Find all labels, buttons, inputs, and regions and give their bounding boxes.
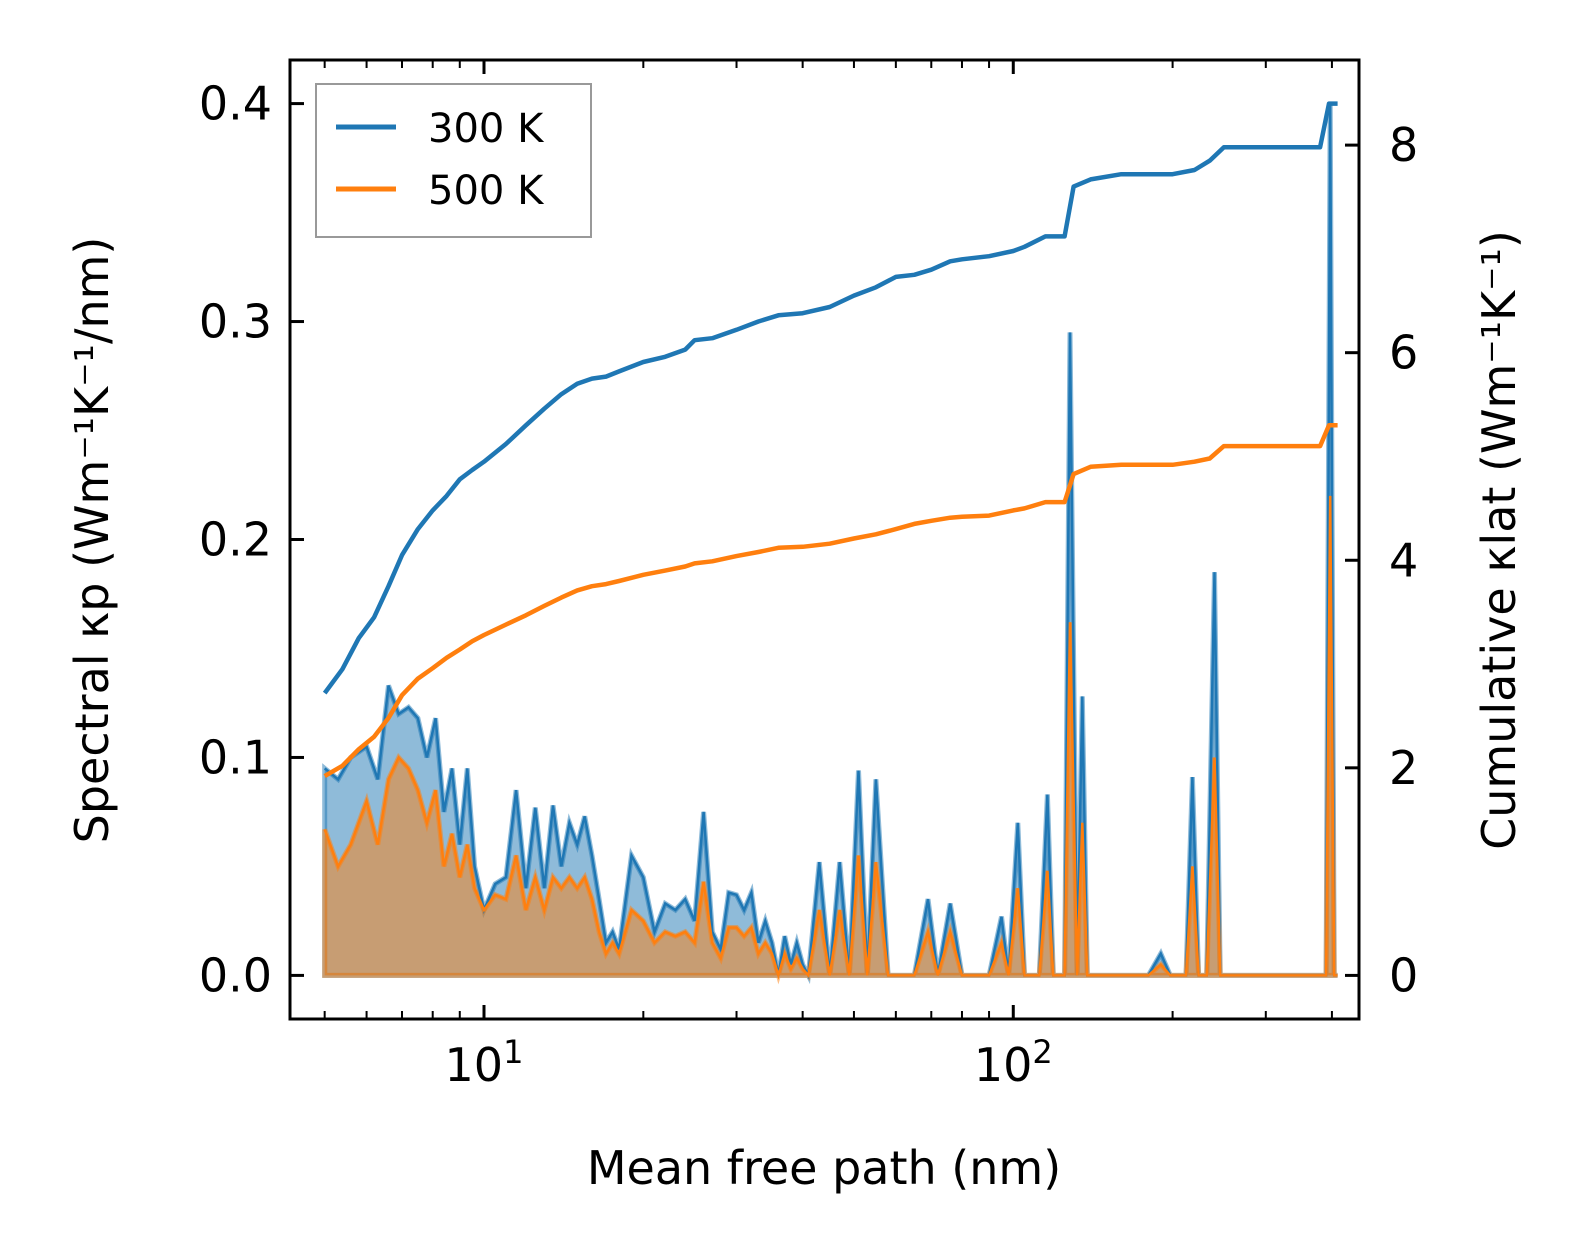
y-left-tick-label: 0.2 [199,513,272,567]
cumulative-line-500k [323,423,1338,779]
x-tick-label: 102 [974,1033,1053,1092]
legend: 300 K 500 K [315,83,592,238]
cumulative-line-300k [322,101,1338,695]
legend-label-300k: 300 K [428,106,545,152]
y-left-tick-label: 0.3 [199,295,272,349]
spectral-line-500k [323,495,1338,980]
y-right-tick-label: 4 [1389,533,1418,587]
spectral-fill-500k [322,495,1338,985]
y-right-tick-label: 2 [1389,741,1418,795]
x-tick-label: 101 [445,1033,524,1092]
y-axis-label-right: Cumulative κlat (Wm⁻¹K⁻¹) [1472,230,1526,850]
series-lines [322,101,1338,980]
x-axis-label: Mean free path (nm) [587,1141,1061,1195]
y-left-tick-label: 0.0 [199,948,272,1002]
y-right-tick-label: 6 [1389,326,1418,380]
y-axis-label-left: Spectral κp (Wm⁻¹K⁻¹/nm) [65,237,119,844]
plot-frame [288,58,1361,1021]
legend-box [315,83,592,238]
y-right-tick-label: 8 [1389,118,1418,172]
y-left-tick-label: 0.1 [199,730,272,784]
legend-label-500k: 500 K [428,168,545,214]
y-right-tick-label: 0 [1389,948,1418,1002]
tick-labels: 0.0 0.1 0.2 0.3 0.4 0 2 4 6 8 101 102 [199,77,1418,1092]
y-left-tick-label: 0.4 [199,77,272,131]
